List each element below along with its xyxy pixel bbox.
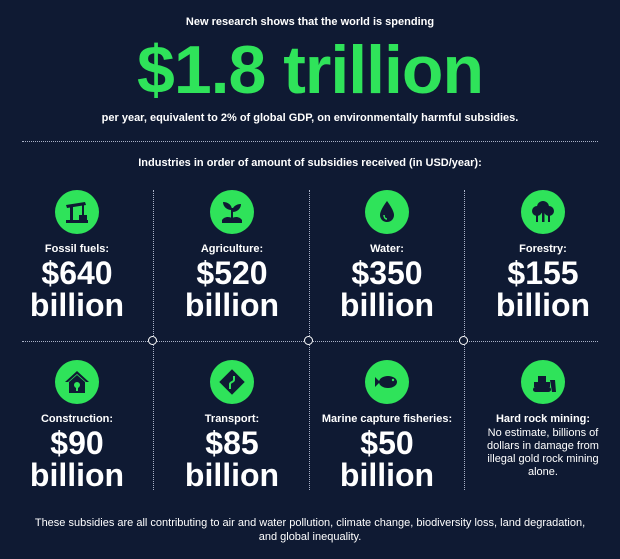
sprout-icon bbox=[210, 190, 254, 234]
industry-note: No estimate, billions of dollars in dama… bbox=[487, 427, 599, 478]
industry-fossil-fuels: Fossil fuels: $640 billion bbox=[0, 190, 154, 321]
industry-unit: billion bbox=[339, 287, 435, 323]
industry-forestry: Forestry: $155 billion bbox=[466, 190, 620, 321]
industry-amount: $50 bbox=[360, 425, 414, 461]
section-title: Industries in order of amount of subsidi… bbox=[138, 157, 482, 169]
industry-unit: billion bbox=[339, 457, 435, 493]
grid-node-1 bbox=[148, 336, 157, 345]
industry-unit: billion bbox=[184, 457, 280, 493]
trees-icon bbox=[521, 190, 565, 234]
industry-unit: billion bbox=[495, 287, 591, 323]
industry-transport: Transport: $85 billion bbox=[155, 360, 309, 491]
industry-unit: billion bbox=[29, 287, 125, 323]
top-divider bbox=[22, 141, 598, 142]
industry-label: Agriculture: bbox=[200, 243, 264, 255]
industry-amount: $520 bbox=[196, 255, 268, 291]
grid-node-2 bbox=[304, 336, 313, 345]
intro-text: New research shows that the world is spe… bbox=[185, 16, 435, 28]
footer-text: These subsidies are all contributing to … bbox=[34, 517, 586, 543]
industry-unit: billion bbox=[184, 287, 280, 323]
fish-icon bbox=[365, 360, 409, 404]
industry-amount: $85 bbox=[205, 425, 259, 461]
industry-marine-fisheries: Marine capture fisheries: $50 billion bbox=[310, 360, 464, 491]
industry-label: Forestry: bbox=[519, 243, 567, 255]
grid-node-3 bbox=[459, 336, 468, 345]
industry-label: Fossil fuels: bbox=[44, 243, 110, 255]
industry-label: Construction: bbox=[40, 413, 114, 425]
road-sign-icon bbox=[210, 360, 254, 404]
industry-amount: $350 bbox=[351, 255, 423, 291]
industry-construction: Construction: $90 billion bbox=[0, 360, 154, 491]
industry-label: Marine capture fisheries: bbox=[321, 413, 453, 425]
bulldozer-icon bbox=[521, 360, 565, 404]
industry-label: Transport: bbox=[204, 413, 260, 425]
industry-agriculture: Agriculture: $520 billion bbox=[155, 190, 309, 321]
house-wrench-icon bbox=[55, 360, 99, 404]
industry-hard-rock-mining: Hard rock mining: No estimate, billions … bbox=[466, 360, 620, 479]
subline-text: per year, equivalent to 2% of global GDP… bbox=[101, 112, 519, 124]
industry-water: Water: $350 billion bbox=[310, 190, 464, 321]
industry-unit: billion bbox=[29, 457, 125, 493]
industry-amount: $640 bbox=[41, 255, 113, 291]
industry-amount: $155 bbox=[507, 255, 579, 291]
industry-amount: $90 bbox=[50, 425, 104, 461]
headline-amount: $1.8 trillion bbox=[137, 32, 484, 108]
oil-pump-icon bbox=[55, 190, 99, 234]
industry-label: Water: bbox=[370, 243, 404, 255]
industry-label: Hard rock mining: bbox=[495, 413, 591, 425]
water-drop-icon bbox=[365, 190, 409, 234]
